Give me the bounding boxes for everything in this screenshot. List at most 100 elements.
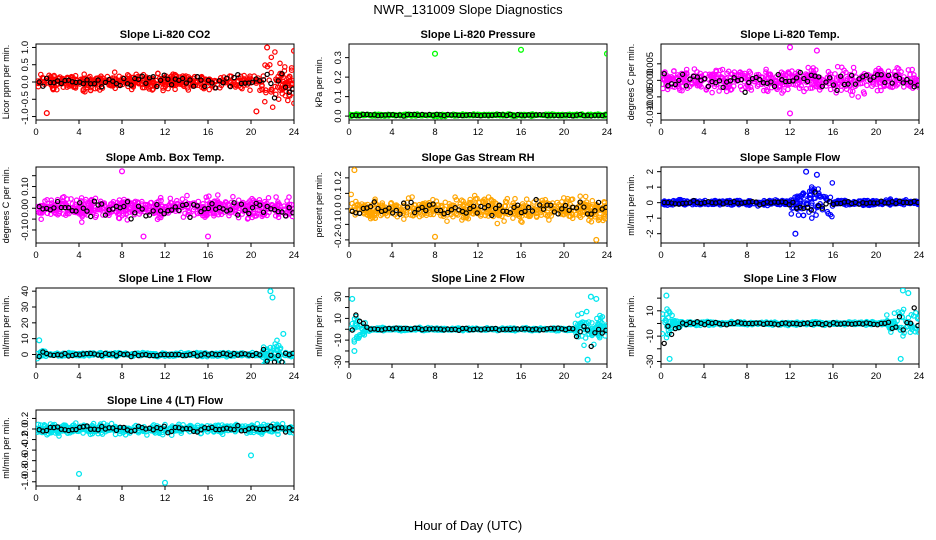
reference-point <box>54 78 61 84</box>
data-point <box>763 66 769 73</box>
reference-point <box>282 213 289 219</box>
reference-point <box>893 72 899 79</box>
reference-point <box>566 207 572 213</box>
reference-point <box>205 77 212 84</box>
data-point <box>148 203 154 210</box>
reference-point <box>260 77 267 83</box>
data-point <box>795 212 802 218</box>
data-point <box>587 293 594 300</box>
data-point <box>458 326 465 333</box>
data-point <box>596 323 603 330</box>
data-point <box>124 72 131 78</box>
y-tick-label: -1 <box>645 214 656 222</box>
reference-point <box>150 208 156 214</box>
reference-point <box>907 79 914 85</box>
data-point <box>490 198 497 205</box>
data-point <box>43 110 50 117</box>
data-point <box>139 198 145 205</box>
panel-title: Slope Line 3 Flow <box>744 273 837 285</box>
x-tick-label: 0 <box>658 371 663 382</box>
reference-point <box>581 323 587 330</box>
reference-point <box>198 77 204 83</box>
data-point <box>683 66 690 73</box>
reference-point <box>830 82 837 88</box>
reference-point <box>526 204 532 211</box>
reference-point <box>548 202 554 208</box>
y-tick-label: -10 <box>333 333 344 347</box>
reference-point <box>121 75 127 82</box>
reference-point <box>172 204 178 210</box>
reference-point <box>36 203 42 210</box>
y-axis-label: ml/min per min. <box>626 295 636 357</box>
reference-point <box>286 89 292 95</box>
scatter-points <box>661 44 919 117</box>
reference-point <box>128 353 134 360</box>
reference-point <box>430 201 436 207</box>
reference-point <box>559 206 565 212</box>
data-point <box>518 218 524 225</box>
reference-point <box>124 198 131 205</box>
reference-point <box>227 83 234 90</box>
reference-point <box>279 359 285 364</box>
data-point <box>855 94 862 100</box>
reference-point <box>143 80 149 87</box>
reference-point <box>161 72 167 78</box>
reference-point <box>694 74 701 80</box>
scatter-points <box>349 167 607 243</box>
reference-point <box>98 201 105 207</box>
data-point <box>599 313 606 320</box>
data-point <box>825 210 832 217</box>
data-point <box>155 70 161 77</box>
data-point <box>595 332 602 339</box>
data-point <box>533 213 540 219</box>
x-tick-label: 24 <box>602 127 613 138</box>
data-point <box>898 69 904 75</box>
data-point <box>468 199 474 206</box>
data-point <box>116 197 123 203</box>
reference-point <box>76 200 83 206</box>
reference-point <box>489 212 495 219</box>
data-point <box>744 82 751 89</box>
x-tick-label: 24 <box>914 127 925 138</box>
data-point <box>412 202 419 208</box>
data-point <box>829 213 835 220</box>
data-point <box>603 50 607 57</box>
x-tick-label: 24 <box>602 371 613 382</box>
data-point <box>79 219 85 225</box>
reference-point <box>135 76 142 83</box>
reference-point <box>705 83 712 90</box>
reference-point <box>716 78 723 84</box>
data-point <box>36 80 41 86</box>
y-tick-label: -0.1 <box>333 216 344 232</box>
x-tick-label: 20 <box>559 127 570 138</box>
data-point <box>100 212 106 218</box>
data-point <box>172 86 178 93</box>
data-point <box>403 210 410 216</box>
reference-point <box>220 80 226 86</box>
y-tick-label: 0.0 <box>333 109 344 122</box>
data-point <box>825 80 832 87</box>
data-point <box>230 193 236 200</box>
data-point <box>444 218 450 225</box>
data-point <box>139 84 146 91</box>
data-point <box>92 85 99 92</box>
data-point <box>263 89 269 96</box>
reference-point <box>209 80 215 86</box>
reference-point <box>599 330 605 336</box>
x-tick-label: 8 <box>744 250 749 261</box>
scatter-points <box>661 168 919 237</box>
data-point <box>808 215 815 221</box>
reference-point <box>128 216 134 222</box>
reference-point <box>470 203 477 209</box>
data-point <box>496 212 503 219</box>
reference-point <box>246 210 252 217</box>
data-point <box>198 210 205 217</box>
reference-point <box>834 87 840 94</box>
reference-point <box>157 77 164 84</box>
data-point <box>393 202 400 208</box>
data-point <box>582 193 589 200</box>
data-point <box>46 76 53 83</box>
reference-point <box>198 208 204 215</box>
